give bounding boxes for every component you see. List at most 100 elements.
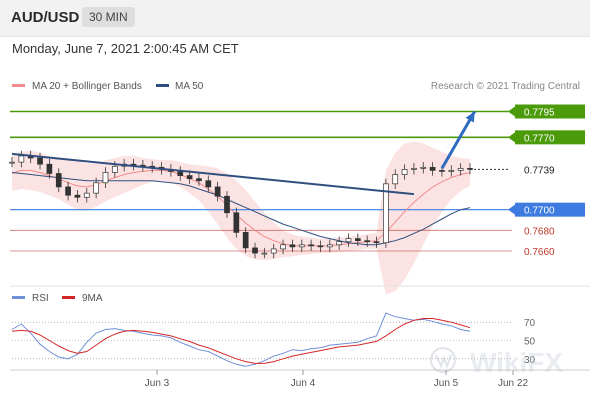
level-label-0.7770: 0.7770: [508, 130, 585, 145]
level-label-pointer: [508, 204, 515, 215]
candle-body: [18, 155, 25, 163]
candle-body: [317, 245, 324, 248]
price-candle: [214, 181, 221, 202]
price-candle: [289, 239, 296, 253]
legend-rsi-label: RSI: [32, 293, 49, 304]
price-candle: [308, 239, 314, 251]
legend-swatch-9ma: [62, 296, 75, 299]
rsi-tick-30: 30: [524, 355, 536, 366]
price-candle: [401, 164, 408, 180]
forecast-arrow-shaft: [440, 110, 476, 170]
candle-body: [392, 174, 399, 185]
ma20-line: [11, 169, 471, 247]
candle-body: [83, 192, 90, 198]
candle-body: [65, 186, 71, 196]
price-candle: [18, 150, 25, 168]
rsi-panel: [11, 312, 471, 367]
candle-body: [9, 161, 15, 164]
price-candle: [252, 242, 258, 259]
candle-body: [196, 178, 202, 182]
price-candle: [46, 159, 53, 179]
level-label-text: 0.7739: [524, 165, 555, 176]
candle-body: [457, 167, 464, 171]
forecast-arrow-head: [465, 111, 475, 123]
copyright-text: Research © 2021 Trading Central: [431, 81, 580, 92]
level-label-pointer: [508, 106, 515, 117]
trendline-group: [11, 110, 476, 196]
price-candle: [9, 156, 15, 168]
rsi-ma-line: [11, 318, 471, 364]
candle-body: [205, 180, 212, 188]
price-candle: [102, 167, 109, 188]
price-candle: [448, 165, 455, 177]
candle-body: [37, 157, 43, 165]
candle-body: [345, 238, 352, 243]
price-candle: [392, 169, 399, 189]
legend-swatch-ma50: [156, 84, 169, 87]
candle-body: [242, 232, 249, 249]
candle-body: [298, 244, 305, 248]
level-label-text: 0.7700: [524, 206, 555, 217]
candle-body: [214, 186, 221, 197]
candle-body: [74, 194, 81, 198]
rsi-grid: 70 50 30: [12, 318, 536, 366]
price-candle: [326, 239, 333, 253]
candle-body: [373, 241, 380, 244]
candle-body: [261, 252, 268, 255]
legend-swatch-ma20: [12, 84, 25, 87]
trendline: [11, 152, 415, 196]
price-candle: [411, 163, 417, 175]
price-candle: [196, 173, 202, 186]
header-bar: AUD/USD 30 MIN: [0, 0, 590, 37]
level-label-text: 0.7795: [524, 108, 555, 119]
price-candle: [37, 152, 43, 170]
price-candle: [336, 236, 342, 250]
candle-body: [289, 244, 296, 248]
legend-9ma-label: 9MA: [82, 293, 103, 304]
candle-body: [354, 238, 361, 242]
candle-body: [411, 167, 417, 170]
price-candle: [55, 168, 62, 193]
price-candle: [457, 163, 464, 176]
candle-body: [186, 175, 193, 180]
candle-body: [448, 170, 455, 172]
price-candle: [298, 239, 305, 253]
level-label-0.7660: 0.7660: [524, 247, 555, 258]
price-candle: [83, 187, 90, 203]
candle-body: [439, 170, 445, 172]
price-candle: [261, 247, 268, 259]
level-label-0.7680: 0.7680: [524, 226, 555, 237]
price-candle: [429, 162, 436, 176]
candle-body: [420, 166, 427, 169]
level-label-bg: [515, 104, 585, 119]
candle-body: [401, 169, 408, 175]
time-axis: Jun 3 Jun 4 Jun 5 Jun 22: [10, 369, 590, 389]
level-label-0.7700: 0.7700: [508, 202, 585, 217]
watermark-logo-mark: [435, 354, 452, 369]
legend-swatch-rsi: [12, 296, 25, 299]
key-levels: [10, 110, 512, 252]
candle-body: [336, 241, 342, 246]
price-candle: [420, 162, 427, 174]
symbol-title: AUD/USD: [11, 9, 80, 26]
ma50-line: [11, 172, 471, 246]
candle-body: [102, 172, 109, 184]
level-label-text: 0.7660: [524, 247, 555, 258]
rsi-line: [11, 312, 471, 367]
price-candle: [364, 235, 371, 247]
price-candle: [317, 240, 324, 253]
candle-body: [364, 240, 371, 243]
price-candle: [205, 175, 212, 193]
candle-body: [326, 244, 333, 248]
candle-body: [224, 195, 230, 214]
price-candle: [373, 236, 380, 248]
level-label-bg: [515, 130, 585, 145]
timeframe-badge[interactable]: 30 MIN: [82, 7, 135, 27]
candle-body: [308, 244, 314, 247]
bollinger-bands: [12, 141, 470, 295]
level-labels: 0.7795 0.7770 0.7739 0.7700 0.7680 0.7660: [470, 104, 585, 258]
price-candle: [354, 233, 361, 246]
candle-body: [55, 173, 62, 188]
level-label-bg: [515, 162, 585, 177]
candle-body: [177, 171, 184, 176]
